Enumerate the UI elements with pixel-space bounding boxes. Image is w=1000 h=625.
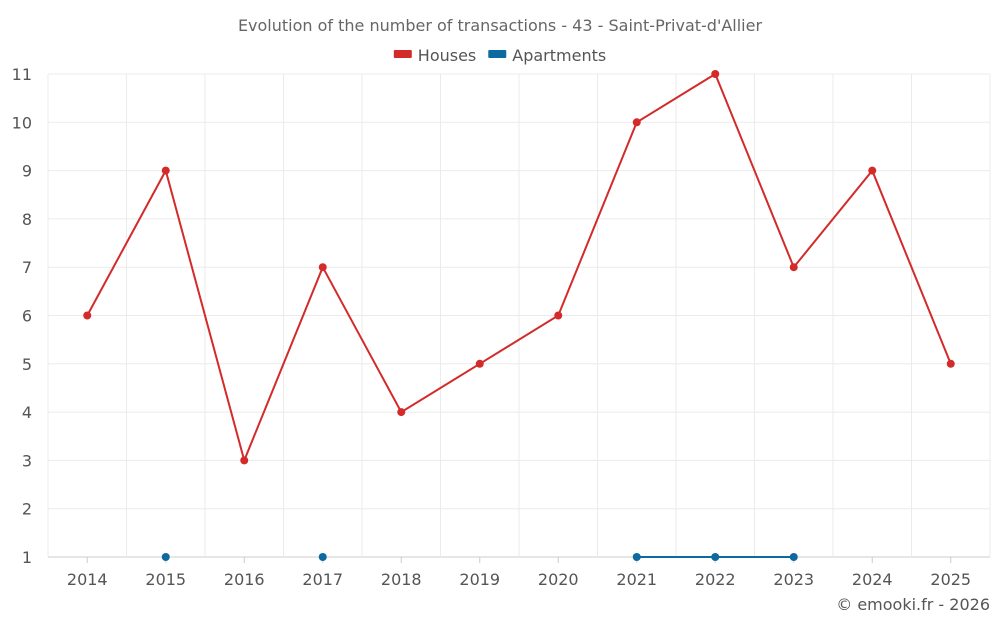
- data-point: [475, 359, 484, 368]
- data-point: [946, 359, 955, 368]
- legend-item: Apartments: [488, 46, 606, 65]
- series-layer: [83, 70, 955, 561]
- y-tick-label: 11: [12, 65, 32, 84]
- x-tick-label: 2025: [930, 570, 971, 589]
- legend-item: Houses: [393, 46, 476, 65]
- data-point: [318, 263, 327, 272]
- y-tick-label: 10: [12, 113, 32, 132]
- y-tick-label: 4: [22, 403, 32, 422]
- x-tick-label: 2023: [773, 570, 814, 589]
- data-point: [632, 553, 641, 561]
- x-tick-label: 2021: [616, 570, 657, 589]
- y-tick-label: 6: [22, 307, 32, 326]
- credit-text: © emooki.fr - 2026: [836, 595, 990, 614]
- x-tick-label: 2020: [538, 570, 579, 589]
- data-point: [789, 263, 798, 272]
- series-apartments: [161, 553, 798, 561]
- x-tick-label: 2019: [459, 570, 500, 589]
- legend-label: Apartments: [512, 46, 606, 65]
- x-tick-label: 2015: [145, 570, 186, 589]
- series-houses: [83, 70, 955, 465]
- legend: Houses Apartments: [393, 46, 606, 65]
- y-tick-label: 7: [22, 258, 32, 277]
- y-tick-label: 5: [22, 355, 32, 374]
- data-point: [789, 553, 798, 561]
- x-tick-label: 2017: [302, 570, 343, 589]
- legend-swatch: [488, 50, 507, 58]
- data-point: [161, 553, 170, 561]
- data-point: [161, 166, 170, 175]
- x-tick-label: 2018: [381, 570, 422, 589]
- data-point: [397, 408, 406, 417]
- x-tick-label: 2014: [67, 570, 108, 589]
- y-tick-label: 9: [22, 162, 32, 181]
- x-tick-label: 2024: [852, 570, 893, 589]
- y-tick-label: 2: [22, 500, 32, 519]
- series-line: [86, 72, 952, 464]
- legend-label: Houses: [418, 46, 476, 65]
- data-point: [240, 456, 249, 465]
- grid: [47, 73, 991, 563]
- chart-title: Evolution of the number of transactions …: [238, 16, 763, 35]
- data-point: [711, 70, 720, 78]
- data-point: [554, 311, 563, 320]
- x-axis: 2014 2015 2016 2017 2018 2019 2020 2021 2022 2023…: [67, 570, 971, 589]
- x-tick-label: 2022: [695, 570, 736, 589]
- y-tick-label: 8: [22, 210, 32, 229]
- y-axis: 1 2 3 4 5 6 7 8 9 10 11: [12, 65, 32, 567]
- legend-swatch: [393, 50, 412, 58]
- y-tick-label: 3: [22, 451, 32, 470]
- data-point: [868, 166, 877, 175]
- x-tick-label: 2016: [224, 570, 265, 589]
- data-point: [318, 553, 327, 561]
- y-tick-label: 1: [22, 548, 32, 567]
- data-point: [632, 118, 641, 127]
- data-point: [711, 553, 720, 561]
- data-point: [83, 311, 92, 320]
